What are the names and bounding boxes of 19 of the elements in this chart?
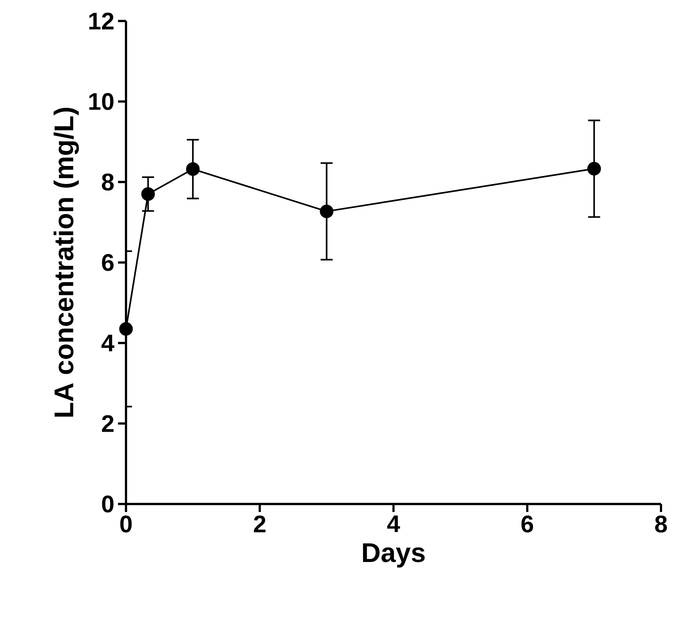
y-tick-label: 0	[102, 496, 114, 512]
x-axis-title: Days	[363, 543, 425, 568]
x-tick-label: 6	[521, 516, 534, 533]
y-tick-label: 2	[102, 415, 114, 432]
x-tick-label: 0	[120, 516, 132, 533]
x-tick-label: 8	[655, 516, 667, 533]
point	[320, 204, 334, 218]
point	[119, 322, 133, 336]
point	[141, 187, 155, 201]
y-tick-label: 6	[102, 254, 114, 271]
point	[186, 162, 200, 176]
x-tick-label: 2	[254, 516, 266, 532]
y-tick-label: 4	[101, 334, 114, 352]
y-tick-label: 8	[102, 174, 114, 190]
y-tick-label: 12	[89, 12, 114, 30]
point	[587, 162, 601, 176]
x-tick-label: 4	[387, 516, 400, 532]
y-axis-title: LA concentration (mg/L)	[54, 108, 79, 417]
y-tick-label: 10	[89, 93, 114, 110]
